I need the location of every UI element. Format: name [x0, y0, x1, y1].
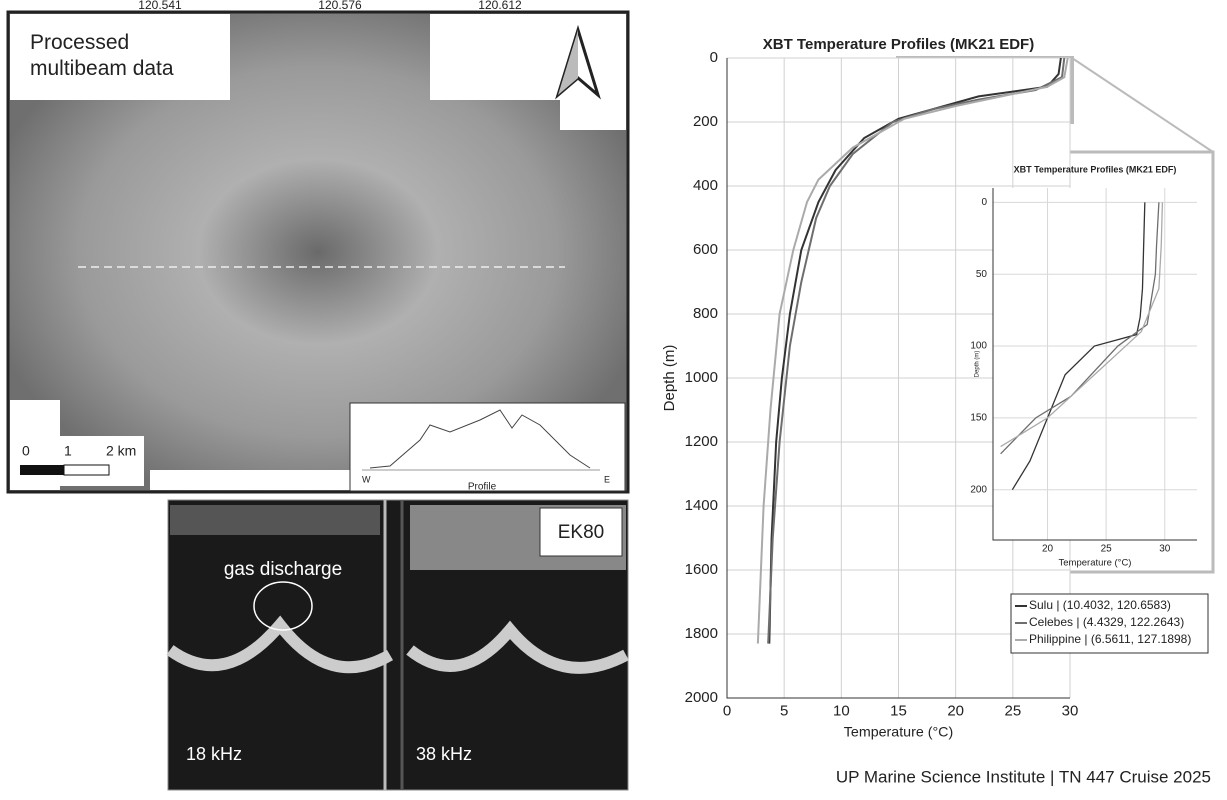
annotation: gas discharge [224, 559, 342, 580]
y-tick-label: 1800 [685, 625, 718, 642]
frequency-label: 18 kHz [186, 744, 242, 764]
x-tick-label: 30 [1062, 702, 1079, 719]
instrument-label: EK80 [558, 522, 604, 543]
scale-label: 0 [22, 443, 30, 459]
lon-tick: 120.576 [318, 0, 362, 12]
series-line [756, 57, 1069, 644]
y-tick-label: 1200 [685, 433, 718, 450]
x-axis-label: Temperature (°C) [1059, 558, 1132, 569]
plot-area [993, 188, 1197, 540]
y-tick-label: 0 [981, 197, 987, 208]
x-tick-label: 20 [947, 702, 964, 719]
legend-label: Celebes | (4.4329, 122.2643) [1029, 615, 1184, 629]
profile-label: Profile [468, 482, 497, 493]
profile-label: W [362, 474, 371, 484]
map-panel: 120.541 120.576 120.612 Processed multib… [6, 0, 630, 494]
x-tick-label: 15 [890, 702, 907, 719]
x-tick-label: 30 [1159, 544, 1171, 555]
y-axis-label: Depth (m) [975, 351, 981, 378]
frequency-label: 38 kHz [416, 744, 472, 764]
lon-tick: 120.612 [478, 0, 522, 12]
lon-tick: 120.541 [138, 0, 182, 12]
chart-title: XBT Temperature Profiles (MK21 EDF) [763, 36, 1034, 53]
y-tick-label: 1600 [685, 561, 718, 578]
y-tick-label: 1400 [685, 497, 718, 514]
y-tick-label: 200 [693, 113, 718, 130]
series-line [768, 57, 1062, 644]
y-tick-label: 600 [693, 241, 718, 258]
series-line [1000, 202, 1160, 455]
y-tick-label: 50 [976, 269, 988, 280]
y-tick-label: 800 [693, 305, 718, 322]
y-tick-label: 1000 [685, 369, 718, 386]
profile-label: E [604, 474, 610, 484]
y-tick-label: 2000 [685, 689, 718, 706]
x-tick-label: 10 [833, 702, 850, 719]
x-tick-label: 0 [723, 702, 731, 719]
footer: UP Marine Science Institute | TN 447 Cru… [836, 767, 1211, 786]
scale-label: 2 km [106, 443, 136, 459]
series-line [1011, 202, 1146, 491]
y-tick-label: 100 [970, 341, 987, 352]
x-tick-label: 20 [1042, 544, 1054, 555]
y-tick-label: 0 [710, 49, 718, 66]
echogram-panel: gas discharge EK80 18 kHz 38 kHz [166, 499, 629, 791]
legend [1010, 593, 1209, 654]
legend-label: Sulu | (10.4032, 120.6583) [1029, 598, 1171, 612]
x-axis-label: Temperature (°C) [844, 724, 953, 740]
y-axis-label: Depth (m) [661, 345, 678, 412]
legend-label: Philippine | (6.5611, 127.1898) [1029, 632, 1191, 646]
x-tick-label: 5 [780, 702, 788, 719]
y-tick-label: 200 [970, 484, 987, 495]
x-tick-label: 25 [1004, 702, 1021, 719]
x-tick-label: 25 [1101, 544, 1113, 555]
map-label: Processed multibeam data [30, 31, 174, 80]
axes [992, 188, 1197, 541]
axes [726, 58, 1070, 699]
y-tick-label: 400 [693, 177, 718, 194]
scale-label: 1 [64, 443, 72, 459]
y-tick-label: 150 [970, 413, 987, 424]
series-line [1000, 202, 1164, 448]
chart-title: XBT Temperature Profiles (MK21 EDF) [1014, 164, 1177, 174]
